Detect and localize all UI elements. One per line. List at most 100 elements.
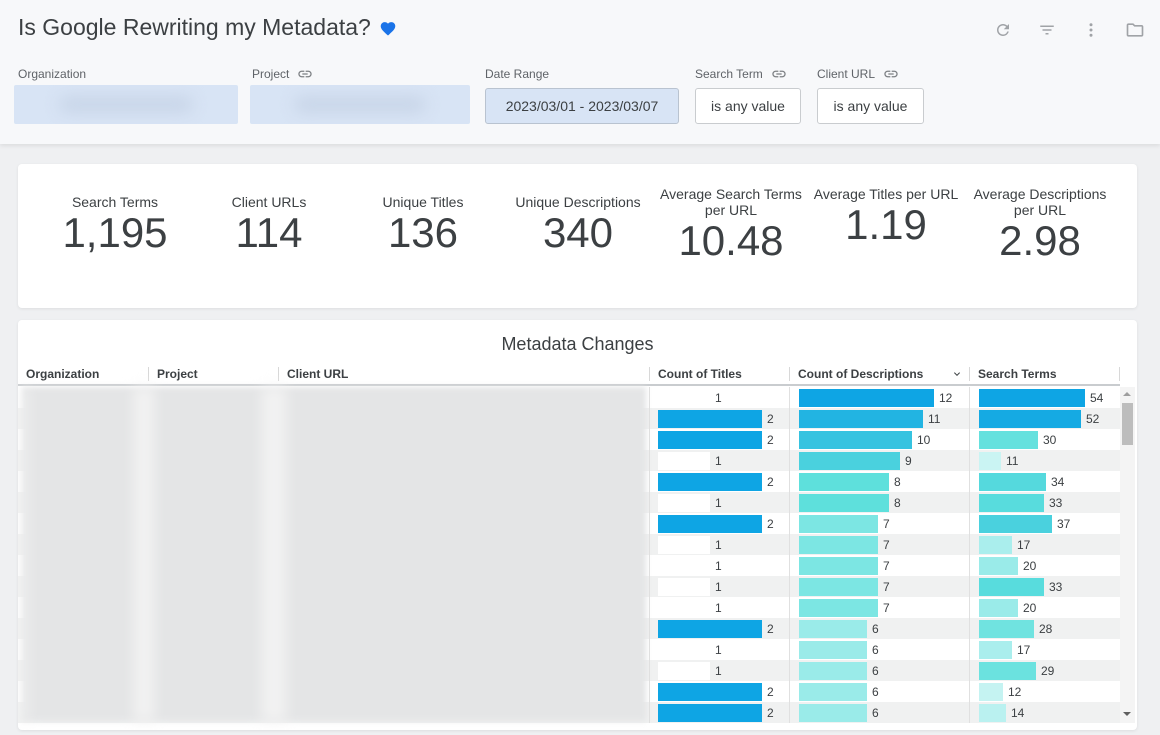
search-terms-bar [979, 599, 1018, 617]
kpi-value: 114 [235, 209, 303, 256]
count-of-descriptions-bar [799, 620, 867, 638]
search-term-select[interactable]: is any value [695, 88, 801, 124]
count-of-titles-value: 1 [715, 538, 722, 552]
count-of-titles-bar [658, 557, 710, 575]
count-of-titles-value: 1 [715, 643, 722, 657]
search-terms-value: 52 [1086, 412, 1100, 426]
link-icon [884, 70, 898, 78]
count-of-descriptions-value: 8 [894, 475, 901, 489]
search-terms-bar [979, 389, 1085, 407]
count-of-titles-value: 1 [715, 391, 722, 405]
date-range-picker[interactable]: 2023/03/01 - 2023/03/07 [485, 88, 679, 124]
kpi-client-urls: Client URLs 114 [194, 194, 344, 256]
search-terms-bar [979, 536, 1012, 554]
link-icon [772, 70, 786, 78]
client-url-label: Client URL [817, 67, 876, 81]
count-of-titles-bar [658, 389, 710, 407]
column-line [649, 387, 650, 723]
table-scrollbar[interactable] [1120, 387, 1135, 723]
count-of-descriptions-bar [799, 389, 934, 407]
count-of-descriptions-value: 11 [928, 412, 941, 426]
report-title-text: Is Google Rewriting my Metadata? [18, 14, 371, 40]
search-terms-bar [979, 473, 1046, 491]
search-terms-value: 17 [1017, 538, 1031, 552]
column-header-project[interactable]: Project [157, 367, 198, 381]
count-of-titles-bar [658, 641, 710, 659]
column-header-count-of-descriptions[interactable]: Count of Descriptions [790, 364, 969, 384]
column-divider[interactable] [789, 367, 790, 381]
search-terms-value: 54 [1090, 391, 1104, 405]
kpi-label: Search Terms [71, 194, 159, 210]
table-header: Organization Project Client URL Count of… [18, 364, 1120, 386]
count-of-titles-bar [658, 431, 762, 449]
kpi-label: Average Descriptions per URL [973, 186, 1107, 218]
search-terms-bar [979, 578, 1044, 596]
count-of-descriptions-bar [799, 410, 923, 428]
search-term-filter: Search Term [695, 66, 787, 82]
kpi-value: 10.48 [678, 217, 784, 264]
refresh-icon[interactable] [992, 19, 1014, 41]
client-url-select[interactable]: is any value [817, 88, 924, 124]
filter-icon[interactable] [1036, 19, 1058, 41]
count-of-descriptions-bar [799, 662, 867, 680]
count-of-descriptions-value: 8 [894, 496, 901, 510]
search-term-value: is any value [711, 98, 785, 114]
count-of-titles-value: 2 [767, 685, 774, 699]
kpi-label: Client URLs [231, 194, 307, 210]
count-of-descriptions-bar [799, 557, 878, 575]
scroll-up-arrow-icon[interactable] [1123, 392, 1131, 396]
more-vert-icon[interactable] [1080, 19, 1102, 41]
redacted-columns [22, 387, 646, 721]
kpi-value: 1,195 [62, 209, 168, 256]
count-of-descriptions-value: 9 [905, 454, 912, 468]
search-term-label: Search Term [695, 67, 763, 81]
count-of-titles-value: 1 [715, 496, 722, 510]
column-header-organization[interactable]: Organization [26, 367, 100, 381]
project-filter-label: Project [252, 67, 290, 81]
count-of-descriptions-value: 6 [872, 622, 879, 636]
column-divider[interactable] [148, 367, 149, 381]
search-terms-bar [979, 620, 1034, 638]
search-terms-bar [979, 662, 1036, 680]
count-of-descriptions-bar [799, 452, 900, 470]
count-of-descriptions-bar [799, 494, 889, 512]
count-of-titles-bar [658, 578, 710, 596]
search-terms-value: 12 [1008, 685, 1022, 699]
column-divider[interactable] [1119, 367, 1120, 381]
column-divider[interactable] [278, 367, 279, 381]
count-of-titles-value: 1 [715, 454, 722, 468]
client-url-filter: Client URL [817, 66, 899, 82]
organization-select[interactable] [14, 85, 238, 124]
count-of-descriptions-value: 10 [917, 433, 931, 447]
count-of-descriptions-value: 6 [872, 643, 879, 657]
count-of-titles-value: 1 [715, 664, 722, 678]
count-of-descriptions-value: 7 [883, 559, 890, 573]
count-of-descriptions-value: 7 [883, 601, 890, 615]
column-divider[interactable] [969, 367, 970, 381]
column-divider[interactable] [649, 367, 650, 381]
column-header-count-of-titles[interactable]: Count of Titles [658, 367, 742, 381]
count-of-titles-bar [658, 704, 762, 722]
scroll-thumb[interactable] [1122, 403, 1133, 445]
count-of-descriptions-bar [799, 515, 878, 533]
link-icon [298, 70, 313, 78]
sort-descending-icon[interactable] [951, 367, 963, 381]
project-select[interactable] [250, 85, 470, 124]
search-terms-value: 34 [1051, 475, 1065, 489]
column-header-search-terms[interactable]: Search Terms [978, 367, 1057, 381]
table-title: Metadata Changes [501, 334, 654, 354]
count-of-descriptions-value: 12 [939, 391, 953, 405]
search-terms-value: 11 [1006, 454, 1019, 468]
count-of-titles-value: 2 [767, 412, 774, 426]
count-of-descriptions-bar [799, 641, 867, 659]
folder-icon[interactable] [1124, 19, 1146, 41]
kpi-value: 2.98 [999, 217, 1081, 264]
count-of-descriptions-value: 6 [872, 685, 879, 699]
search-terms-bar [979, 494, 1044, 512]
scroll-down-arrow-icon[interactable] [1123, 712, 1131, 716]
report-title: Is Google Rewriting my Metadata? [18, 14, 397, 41]
search-terms-bar [979, 683, 1003, 701]
column-header-client-url[interactable]: Client URL [287, 367, 349, 381]
search-terms-bar [979, 641, 1012, 659]
kpi-avg-titles: Average Titles per URL 1.19 [811, 186, 961, 248]
